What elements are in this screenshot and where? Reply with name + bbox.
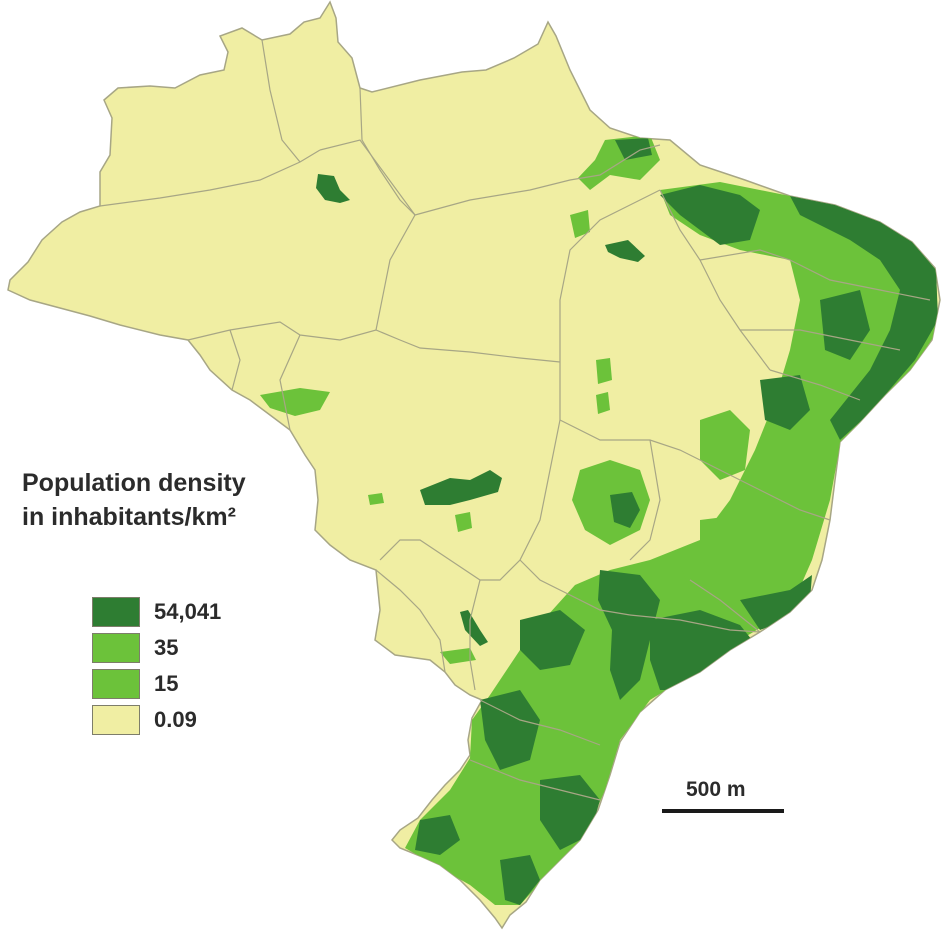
legend-swatch	[92, 633, 140, 663]
legend: 54,041 35 15 0.09	[92, 594, 221, 738]
legend-label: 54,041	[154, 599, 222, 624]
legend-swatch	[92, 705, 140, 735]
legend-title-line-2: in inhabitants/km²	[22, 503, 236, 531]
legend-item: 15	[92, 666, 221, 702]
legend-label: 0.09	[154, 707, 197, 732]
legend-item: 35	[92, 630, 221, 666]
legend-title-line-1: Population density	[22, 469, 246, 497]
legend-title: Population density in inhabitants/km²	[22, 466, 246, 534]
legend-label: 35	[154, 635, 179, 660]
legend-item: 54,041	[92, 594, 221, 630]
scale-label: 500 m	[686, 778, 746, 801]
legend-swatch	[92, 669, 140, 699]
legend-item: 0.09	[92, 702, 221, 738]
legend-label: 15	[154, 671, 179, 696]
legend-swatch	[92, 597, 140, 627]
state-borders	[99, 39, 931, 801]
high-density-areas	[316, 138, 938, 905]
scale-bar	[662, 809, 784, 813]
